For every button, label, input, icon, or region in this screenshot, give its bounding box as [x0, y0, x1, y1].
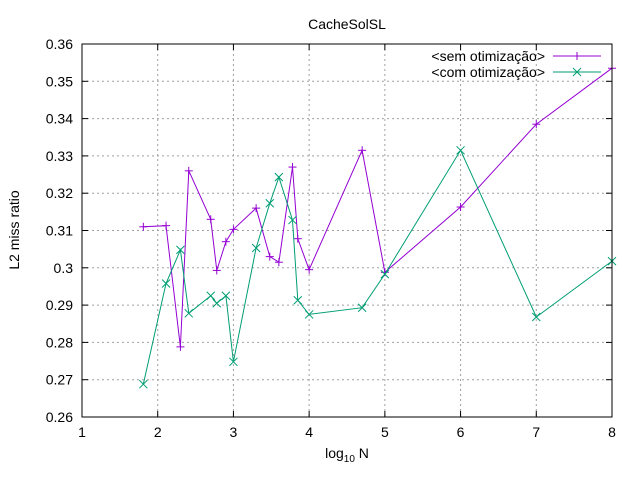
y-tick-label: 0.36	[46, 36, 73, 52]
x-tick-label: 5	[381, 424, 389, 440]
data-point	[206, 291, 216, 301]
x-axis-label: log10 N	[325, 445, 369, 465]
y-axis-label: L2 miss ratio	[6, 190, 22, 270]
data-point	[229, 357, 238, 367]
data-point	[304, 310, 314, 319]
x-tick-label: 3	[230, 424, 238, 440]
x-tick-label: 8	[608, 424, 616, 440]
y-tick-label: 0.31	[46, 223, 73, 239]
data-point	[357, 303, 367, 313]
data-point	[358, 146, 367, 155]
data-point	[251, 243, 261, 253]
data-point	[229, 225, 238, 234]
y-tick-label: 0.3	[54, 260, 74, 276]
data-point	[212, 266, 221, 275]
legend: <sem otimização><com otimização>	[431, 48, 601, 80]
data-point	[221, 291, 231, 301]
legend-entry-2: <com otimização>	[431, 64, 601, 80]
y-tick-label: 0.33	[46, 148, 73, 164]
y-tick-label: 0.32	[46, 185, 73, 201]
plot-frame	[81, 43, 613, 418]
data-point	[274, 172, 284, 182]
data-point	[293, 234, 302, 243]
data-point	[206, 215, 215, 224]
data-point	[265, 198, 275, 208]
legend-label: <com otimização>	[431, 64, 545, 80]
data-point	[305, 265, 314, 274]
y-tick-label: 0.26	[46, 409, 73, 425]
legend-label: <sem otimização>	[431, 48, 545, 64]
data-point	[252, 204, 261, 213]
data-point	[212, 298, 222, 308]
x-tick-label: 7	[532, 424, 540, 440]
y-tick-label: 0.35	[46, 73, 73, 89]
series-1	[139, 64, 616, 351]
y-tick-label: 0.27	[46, 372, 73, 388]
x-axis-label-tail: N	[355, 445, 369, 461]
x-tick-label: 1	[78, 424, 86, 440]
data-point	[456, 203, 465, 212]
data-point	[532, 120, 541, 129]
data-point	[184, 166, 193, 175]
data-point	[265, 252, 274, 261]
x-axis-label-subscript: 10	[344, 454, 356, 465]
y-tick-label: 0.34	[46, 111, 73, 127]
x-tick-label: 6	[457, 424, 465, 440]
data-point	[138, 379, 148, 389]
data-point	[456, 145, 465, 155]
y-tick-label: 0.28	[46, 334, 73, 350]
tick-layer: 0.26 0.27 0.28 0.29 0.3 0.31 0.32 0.33 0.34 0.35 0…	[46, 36, 616, 440]
data-point	[274, 258, 283, 267]
data-point	[184, 308, 194, 318]
data-point	[162, 221, 171, 230]
legend-marker	[572, 67, 582, 77]
data-point	[221, 237, 230, 246]
data-point	[531, 312, 541, 322]
series-layer	[138, 64, 617, 389]
data-point	[380, 269, 390, 279]
chart-title: CacheSolSL	[308, 16, 386, 32]
grid-layer	[82, 44, 612, 417]
data-point	[288, 215, 297, 225]
legend-entry-1: <sem otimização>	[431, 48, 601, 64]
series-2	[138, 145, 617, 389]
data-point	[288, 163, 297, 172]
data-point	[139, 222, 148, 231]
data-point	[293, 295, 303, 305]
x-tick-label: 4	[305, 424, 313, 440]
x-axis-label-main: log	[325, 445, 344, 461]
data-point	[176, 342, 185, 351]
x-tick-label: 2	[154, 424, 162, 440]
data-point	[161, 279, 171, 288]
data-point	[176, 245, 185, 255]
legend-marker	[573, 52, 581, 60]
series-line	[142, 149, 613, 385]
y-tick-label: 0.29	[46, 297, 73, 313]
